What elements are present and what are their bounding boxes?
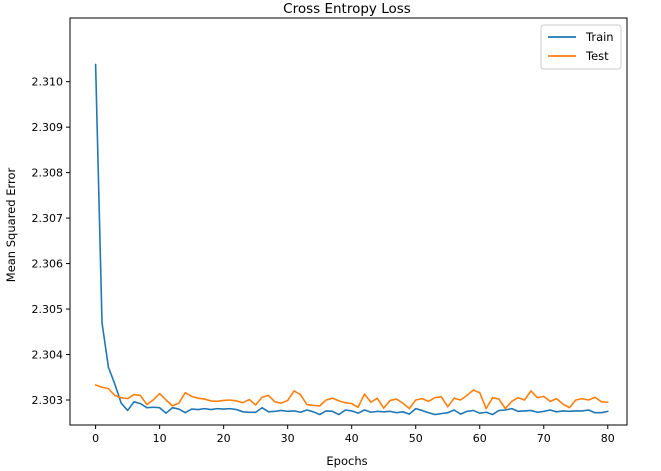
y-axis: 2.303 2.304 2.305 2.306 2.307 2.308 2.309 2.310 (32, 76, 70, 407)
y-tick-label: 2.303 (32, 394, 64, 407)
x-tick-label: 0 (92, 432, 99, 445)
x-tick-label: 40 (345, 432, 359, 445)
y-axis-label: Mean Squared Error (4, 168, 18, 283)
y-tick-label: 2.305 (32, 303, 64, 316)
x-tick-label: 20 (217, 432, 231, 445)
x-tick-label: 80 (601, 432, 615, 445)
series-line-test (94, 384, 609, 410)
x-tick-label: 70 (537, 432, 551, 445)
chart-title: Cross Entropy Loss (283, 1, 411, 17)
plot-area (69, 17, 628, 426)
y-tick-label: 2.308 (32, 167, 64, 180)
y-tick-label: 2.307 (32, 212, 64, 225)
legend: Train Test (540, 24, 622, 70)
x-tick-label: 30 (281, 432, 295, 445)
legend-box (540, 24, 622, 70)
y-tick-label: 2.310 (32, 76, 64, 89)
x-tick-label: 60 (473, 432, 487, 445)
legend-label: Test (585, 49, 609, 63)
x-tick-label: 10 (153, 432, 167, 445)
x-tick-label: 50 (409, 432, 423, 445)
y-tick-label: 2.306 (32, 258, 64, 271)
x-axis: 0 10 20 30 40 50 60 70 80 (92, 425, 615, 445)
series-lines (94, 63, 609, 416)
legend-label: Train (585, 30, 614, 44)
y-tick-label: 2.309 (32, 121, 64, 134)
y-tick-label: 2.304 (32, 349, 64, 362)
x-axis-label: Epochs (326, 454, 367, 468)
series-line-train (94, 63, 609, 416)
